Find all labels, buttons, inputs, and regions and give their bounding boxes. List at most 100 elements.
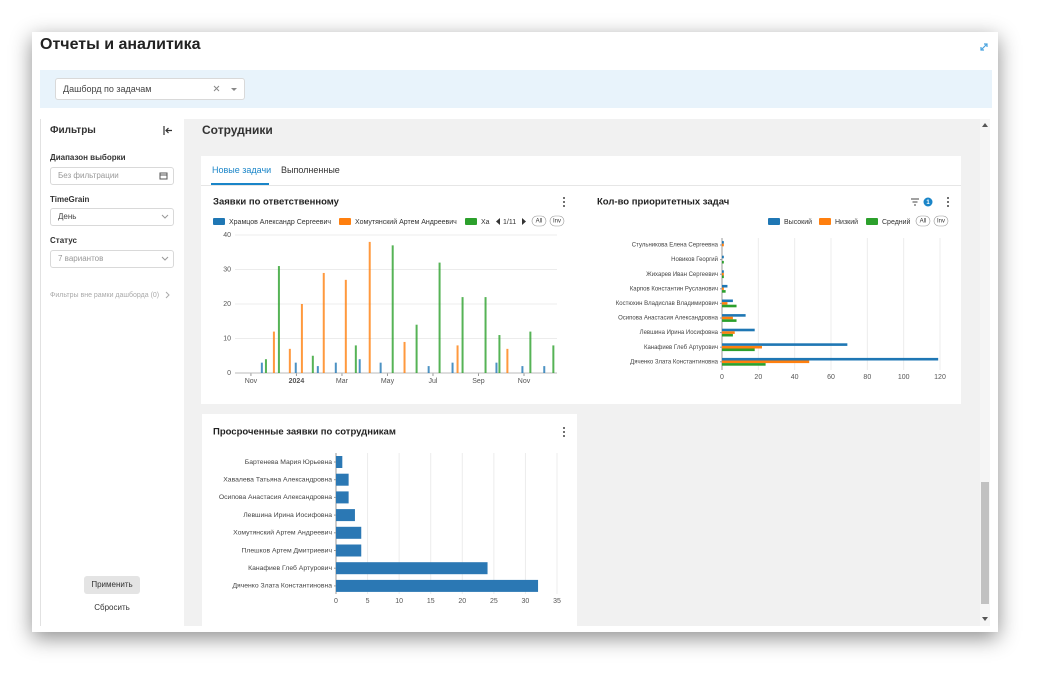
range-input[interactable]: Без фильтрации	[50, 167, 174, 185]
x-tick-label: 120	[934, 374, 946, 381]
bar	[722, 302, 728, 305]
bar	[322, 272, 325, 373]
bar	[403, 341, 406, 373]
legend-label[interactable]: Средний	[882, 218, 911, 226]
legend-prev[interactable]	[496, 218, 500, 225]
legend-button[interactable]	[531, 215, 547, 227]
bar	[722, 260, 724, 264]
bar	[311, 355, 314, 373]
legend-swatch	[866, 218, 878, 225]
y-tick-label: 0	[227, 370, 231, 377]
x-tick-label: Nov	[245, 378, 258, 385]
bar	[336, 526, 362, 539]
timegrain-select[interactable]: День	[50, 208, 174, 226]
bar	[456, 345, 459, 373]
outside-filters[interactable]: Фильтры вне рамки дашборда (0)	[50, 292, 160, 299]
scroll-thumb[interactable]	[981, 482, 989, 604]
legend-button[interactable]	[933, 215, 949, 227]
tab-divider	[201, 185, 961, 186]
range-placeholder: Без фильтрации	[58, 171, 119, 180]
legend-label[interactable]: Низкий	[835, 218, 858, 226]
bar	[498, 335, 501, 373]
calendar-icon	[159, 172, 168, 180]
select-icons	[213, 85, 237, 92]
tab-underline	[211, 183, 269, 185]
bar	[354, 345, 357, 373]
bar	[438, 262, 441, 373]
x-tick-label: Mar	[336, 378, 349, 385]
bar	[495, 362, 498, 373]
tab[interactable]: Выполненные	[281, 165, 340, 175]
x-tick-label: Nov	[518, 378, 531, 385]
bar	[344, 279, 347, 373]
legend-button[interactable]	[549, 215, 565, 227]
bar	[722, 363, 766, 366]
y-tick-label: 40	[223, 232, 231, 239]
y-tick-label: 20	[223, 301, 231, 308]
x-tick-label: 0	[334, 598, 338, 605]
bar	[722, 275, 724, 279]
x-tick-label: Jul	[429, 378, 438, 385]
bar	[484, 297, 487, 373]
bar	[379, 362, 382, 373]
collapse-icon[interactable]	[162, 125, 174, 137]
bar	[358, 359, 361, 373]
bar	[722, 272, 724, 276]
tab-active[interactable]: Новые задачи	[212, 165, 272, 175]
y-tick-label: Левшина Ирина Иосифовна	[243, 512, 332, 519]
x-tick-label: May	[381, 378, 395, 385]
legend-swatch	[465, 218, 477, 225]
reset-button[interactable]: Сбросить	[94, 603, 130, 612]
legend-button[interactable]	[915, 215, 931, 227]
bar	[336, 544, 362, 557]
y-tick-label: Канафиев Глеб Артурович	[644, 345, 718, 351]
y-tick-label: Хомутянский Артем Андреевич	[233, 529, 332, 537]
x-tick-label: 35	[553, 598, 561, 605]
expand-icon[interactable]	[978, 41, 990, 53]
y-tick-label: Дяченко Злата Константиновна	[630, 359, 719, 365]
legend-swatch	[213, 218, 225, 225]
range-label: Диапазон выборки	[50, 153, 126, 162]
filter-badge[interactable]	[923, 197, 933, 207]
legend-label[interactable]: Храмцов Александр Сергеевич	[229, 219, 331, 226]
filter-title: Фильтры	[50, 125, 96, 136]
legend-label[interactable]: Хомутянский Артем Андреевич	[355, 218, 457, 226]
bar	[334, 362, 337, 373]
bar	[529, 331, 532, 373]
y-tick-label: Плешков Артем Дмитриевич	[242, 547, 333, 554]
bar	[552, 345, 555, 373]
legend-label[interactable]: Ха	[481, 219, 490, 226]
dashboard-select[interactable]: Дашборд по задачам	[55, 78, 245, 100]
bar	[336, 473, 349, 486]
bar	[368, 241, 371, 373]
bar	[722, 241, 724, 244]
bar	[260, 362, 263, 373]
y-tick-label: Осипова Анастасия Александровна	[219, 494, 332, 501]
y-tick-label: Хавалева Татьяна Александровна	[223, 476, 332, 483]
bar	[722, 348, 755, 352]
y-tick-label: Карпов Константин Русланович	[630, 286, 718, 292]
bar	[336, 579, 539, 592]
legend-label[interactable]: Высокий	[784, 218, 812, 226]
bar	[722, 328, 755, 332]
y-tick-label: 10	[223, 335, 231, 342]
status-value: 7 вариантов	[58, 254, 104, 263]
chart-title: Кол-во приоритетных задач	[597, 197, 729, 208]
page-title: Отчеты и аналитика	[40, 36, 201, 53]
x-tick-label: 15	[427, 598, 435, 605]
bar	[391, 245, 394, 373]
x-tick-label: 25	[490, 598, 498, 605]
bar	[722, 287, 724, 291]
x-tick-label: 5	[366, 598, 370, 605]
apply-button[interactable]: Применить	[84, 576, 140, 594]
bar	[427, 366, 430, 373]
bar	[451, 362, 454, 373]
legend-next[interactable]	[522, 218, 526, 225]
select-carets	[161, 214, 169, 261]
x-tick-label: 20	[458, 598, 466, 605]
legend-page: 1/11	[503, 219, 516, 226]
y-tick-label: Канафиев Глеб Артурович	[248, 564, 332, 572]
bar	[336, 509, 355, 522]
status-select[interactable]: 7 вариантов	[50, 250, 174, 268]
